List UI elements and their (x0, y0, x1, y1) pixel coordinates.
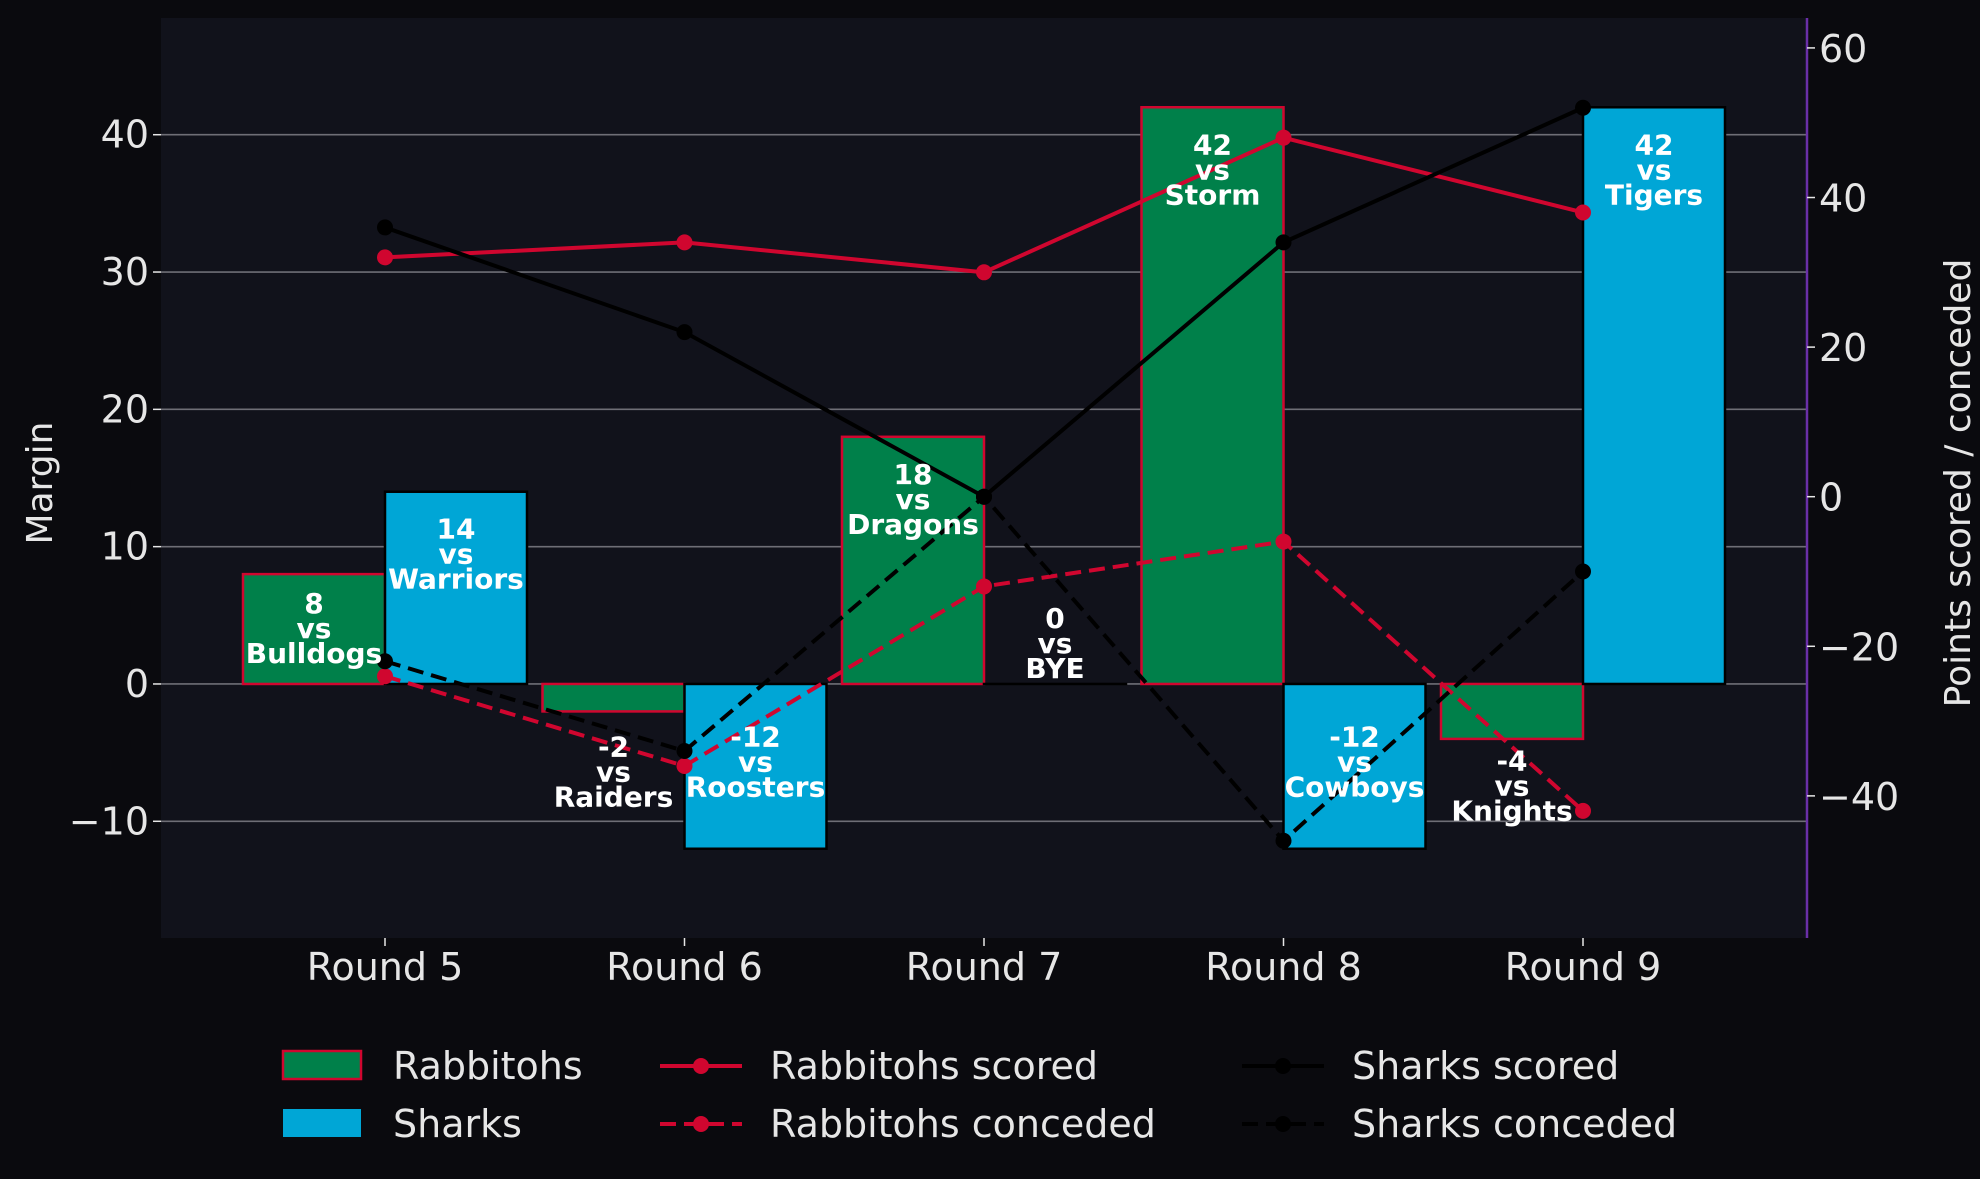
legend-label: Sharks (393, 1102, 522, 1146)
bar-label-text: -12 (730, 720, 781, 753)
legend-marker (693, 1116, 709, 1132)
legend-swatch (281, 1049, 363, 1081)
bar-label-text: vs (439, 538, 474, 571)
bar-label-text: Warriors (388, 563, 524, 596)
bar-label-text: vs (297, 612, 332, 645)
bar-label-text: 42 (1635, 128, 1674, 161)
bar-label-text: vs (1495, 769, 1530, 802)
bar-label-text: vs (896, 483, 931, 516)
bar-label-text: vs (1337, 745, 1372, 778)
bar-labels: 8vsBulldogs-2vsRaiders18vsDragons42vsSto… (246, 128, 1703, 827)
line-marker (1275, 234, 1292, 251)
bar-label-text: Roosters (686, 770, 826, 803)
left-axis-ticks: −10 0 10 20 30 40 (69, 113, 161, 843)
bar-label-text: 42 (1193, 128, 1232, 161)
bar-label-text: Cowboys (1285, 770, 1425, 803)
bar-label-text: vs (596, 756, 631, 789)
x-tick-label: Round 6 (606, 945, 763, 989)
line-marker (1575, 802, 1591, 819)
bar-label-text: Dragons (847, 508, 979, 541)
legend-marker (1275, 1116, 1291, 1132)
bar-label-text: Raiders (554, 781, 674, 814)
bar-label-text: 14 (437, 513, 476, 546)
line-marker (1275, 832, 1292, 849)
bar-label-text: vs (1038, 627, 1073, 660)
line-marker (1575, 204, 1591, 221)
bar-sharks-1 (683, 682, 828, 850)
y2-tick-label: 20 (1819, 326, 1867, 370)
bars (241, 106, 1727, 850)
legend-marker (1275, 1058, 1291, 1074)
line-marker (976, 578, 992, 595)
y-axis-title: Margin (20, 422, 61, 545)
bar-rabbitohs-3 (1140, 106, 1285, 686)
bar-rabbitohs-2 (840, 435, 986, 686)
legend-label: Rabbitohs (393, 1044, 583, 1088)
bar-label-text: -12 (1329, 720, 1380, 753)
legend-label: Rabbitohs conceded (770, 1102, 1156, 1146)
line-marker (1575, 563, 1591, 580)
bar-rabbitohs-4 (1439, 682, 1585, 741)
bar-label-text: -4 (1496, 744, 1527, 777)
legend-label: Rabbitohs scored (770, 1044, 1098, 1088)
line-marker (676, 743, 693, 760)
line-marker (676, 324, 693, 341)
y-tick-label: 10 (101, 525, 149, 569)
y-tick-label: 30 (101, 250, 149, 294)
y2-tick-label: 40 (1819, 177, 1867, 221)
bar-label-text: BYE (1025, 652, 1084, 685)
line-marker (377, 668, 393, 685)
y-tick-label: 0 (125, 662, 149, 706)
right-axis-ticks: −40 −20 0 20 40 60 (1807, 27, 1899, 819)
x-axis-ticks: Round 5 Round 6 Round 7 Round 8 Round 9 (307, 938, 1662, 989)
y-tick-label: −10 (69, 799, 149, 843)
line-marker (377, 249, 393, 266)
x-tick-label: Round 9 (1505, 945, 1662, 989)
line-marker (377, 219, 393, 236)
y2-tick-label: 0 (1819, 476, 1843, 520)
bar-rabbitohs-0 (241, 572, 387, 686)
y2-tick-label: 60 (1819, 27, 1867, 71)
line-marker (1275, 129, 1292, 146)
bar-rabbitohs-1 (541, 682, 686, 713)
line-marker (377, 653, 393, 670)
legend-marker (693, 1058, 709, 1074)
bar-label-text: vs (738, 745, 773, 778)
bar-label-text: -2 (598, 731, 629, 764)
line-marker (676, 234, 693, 251)
line-marker (976, 264, 992, 281)
legend: Rabbitohs Sharks Rabbitohs scored Rabbitohs… (281, 1044, 1677, 1146)
x-tick-label: Round 5 (307, 945, 464, 989)
y-tick-label: 40 (101, 113, 149, 157)
y-tick-label: 20 (101, 387, 149, 431)
legend-swatch (283, 1109, 361, 1137)
legend-label: Sharks conceded (1352, 1102, 1677, 1146)
y2-tick-label: −20 (1819, 625, 1899, 669)
bar-sharks-3 (1282, 682, 1427, 850)
x-tick-label: Round 8 (1205, 945, 1362, 989)
series-lines (377, 99, 1591, 849)
y2-tick-label: −40 (1819, 775, 1899, 819)
y2-axis-title: Points scored / conceded (1938, 259, 1979, 708)
line-marker (1575, 99, 1591, 116)
bar-label-text: 18 (894, 458, 933, 491)
line-marker (1275, 533, 1292, 550)
bar-label-text: Storm (1165, 178, 1261, 211)
line-marker (676, 757, 693, 774)
bar-label-text: Bulldogs (246, 637, 382, 670)
bar-label-text: vs (1637, 153, 1672, 186)
legend-label: Sharks scored (1352, 1044, 1619, 1088)
line-marker (976, 488, 992, 505)
bar-label-text: Tigers (1605, 178, 1703, 211)
bar-sharks-4 (1581, 106, 1727, 686)
bar-label-text: 8 (304, 587, 323, 620)
bar-label-text: vs (1195, 153, 1230, 186)
bar-label-text: Knights (1451, 794, 1572, 827)
x-tick-label: Round 7 (906, 945, 1063, 989)
bar-label-text: 0 (1045, 602, 1064, 635)
